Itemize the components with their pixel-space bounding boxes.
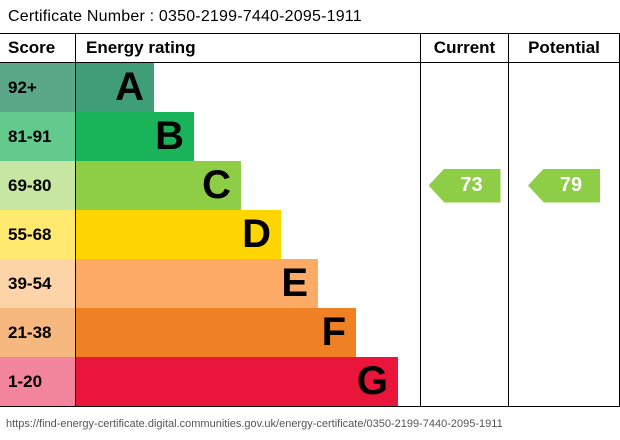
band-row-d: 55-68 D: [0, 210, 619, 259]
current-cell: [420, 259, 508, 308]
band-row-e: 39-54 E: [0, 259, 619, 308]
header-current: Current: [420, 34, 508, 62]
bar-area: E: [75, 259, 420, 308]
energy-rating-table: Score Energy rating Current Potential 92…: [0, 33, 620, 407]
bar-area: B: [75, 112, 420, 161]
potential-cell: [508, 308, 619, 357]
band-letter: D: [242, 212, 271, 256]
score-range: 81-91: [0, 112, 75, 161]
band-letter: E: [281, 261, 308, 305]
band-letter: G: [356, 359, 388, 403]
rating-bar-g: G: [76, 357, 398, 406]
certificate-url: https://find-energy-certificate.digital.…: [6, 418, 503, 430]
score-range: 39-54: [0, 259, 75, 308]
score-range: 69-80: [0, 161, 75, 210]
rating-bar-c: C: [76, 161, 241, 210]
band-letter: A: [115, 65, 144, 109]
potential-cell: [508, 357, 619, 406]
energy-rating-bands: 92+ A 81-91 B: [0, 63, 619, 407]
band-row-b: 81-91 B: [0, 112, 619, 161]
score-range: 92+: [0, 63, 75, 112]
potential-rating-arrow: 79: [528, 168, 600, 203]
current-cell: 73: [420, 161, 508, 210]
band-row-g: 1-20 G: [0, 357, 619, 406]
band-letter: C: [202, 163, 231, 207]
band-row-c: 69-80 C 73 79: [0, 161, 619, 210]
rating-bar-a: A: [76, 63, 154, 112]
potential-cell: [508, 259, 619, 308]
potential-cell: 79: [508, 161, 619, 210]
header-score: Score: [8, 38, 56, 57]
rating-bar-f: F: [76, 308, 356, 357]
current-rating-arrow: 73: [428, 168, 501, 203]
current-cell: [420, 308, 508, 357]
bar-area: D: [75, 210, 420, 259]
potential-cell: [508, 112, 619, 161]
rating-bar-d: D: [76, 210, 281, 259]
band-letter: F: [321, 310, 346, 354]
band-row-a: 92+ A: [0, 63, 619, 112]
table-header: Score Energy rating Current Potential: [0, 34, 619, 63]
score-range: 55-68: [0, 210, 75, 259]
current-cell: [420, 112, 508, 161]
bar-area: F: [75, 308, 420, 357]
bar-area: C: [75, 161, 420, 210]
score-range: 21-38: [0, 308, 75, 357]
rating-bar-b: B: [76, 112, 194, 161]
potential-cell: [508, 63, 619, 112]
rating-bar-e: E: [76, 259, 318, 308]
bar-area: A: [75, 63, 420, 112]
current-cell: [420, 210, 508, 259]
certificate-number: Certificate Number : 0350-2199-7440-2095…: [8, 7, 362, 25]
score-range: 1-20: [0, 357, 75, 406]
current-cell: [420, 63, 508, 112]
band-letter: B: [155, 114, 184, 158]
header-potential: Potential: [508, 34, 619, 62]
bar-area: G: [75, 357, 420, 406]
potential-cell: [508, 210, 619, 259]
header-energy-rating: Energy rating: [75, 34, 420, 62]
current-cell: [420, 357, 508, 406]
band-row-f: 21-38 F: [0, 308, 619, 357]
